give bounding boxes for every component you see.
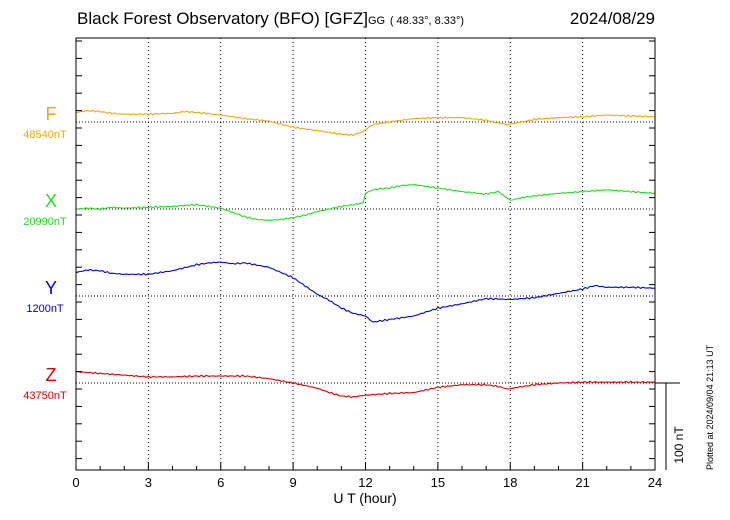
series-line-X [75,184,656,221]
x-tick-label: 9 [290,475,297,490]
station-name: Black Forest Observatory (BFO) [77,9,320,28]
coord-prefix: GG [367,15,386,27]
tick-layer [75,40,656,470]
scale-bar-label: 100 nT [672,426,686,464]
component-labels: F 48540nT X 20990nT Y 1200nT Z 43750nT [23,104,67,402]
plotted-timestamp: Plotted at 2024/09/04 21:13 UT [705,344,715,470]
series-line-F [75,109,656,137]
x-tick-label: 3 [145,475,152,490]
x-tick-label: 21 [575,475,589,490]
series-name-F: F [46,104,57,124]
station-coordinates: ( 48.33°, 8.33°) [389,15,465,27]
series-baseline-Y: 1200nT [26,303,64,315]
series-line-Y [75,261,656,323]
chart-date: 2024/08/29 [569,9,655,28]
x-tick-label: 12 [358,475,372,490]
series-layer [75,109,656,399]
x-tick-labels: 0 3 6 9 12 15 18 21 24 [72,475,662,490]
grid-layer [76,38,655,470]
x-tick-label: 24 [648,475,662,490]
x-tick-label: 0 [72,475,79,490]
series-baseline-X: 20990nT [23,216,67,228]
x-tick-label: 15 [431,475,445,490]
scale-bar: 100 nT [655,382,686,470]
series-baseline-Z: 43750nT [23,390,67,402]
series-name-X: X [45,191,57,211]
series-name-Y: Y [45,278,57,298]
x-tick-label: 6 [217,475,224,490]
x-axis-label: U T (hour) [333,490,396,506]
chart-title: Black Forest Observatory (BFO) [GFZ]GG (… [77,9,464,29]
series-name-Z: Z [46,365,57,385]
institute-code: [GFZ] [324,9,368,28]
series-baseline-F: 48540nT [23,129,67,141]
series-line-Z [75,371,656,399]
x-tick-label: 18 [503,475,517,490]
